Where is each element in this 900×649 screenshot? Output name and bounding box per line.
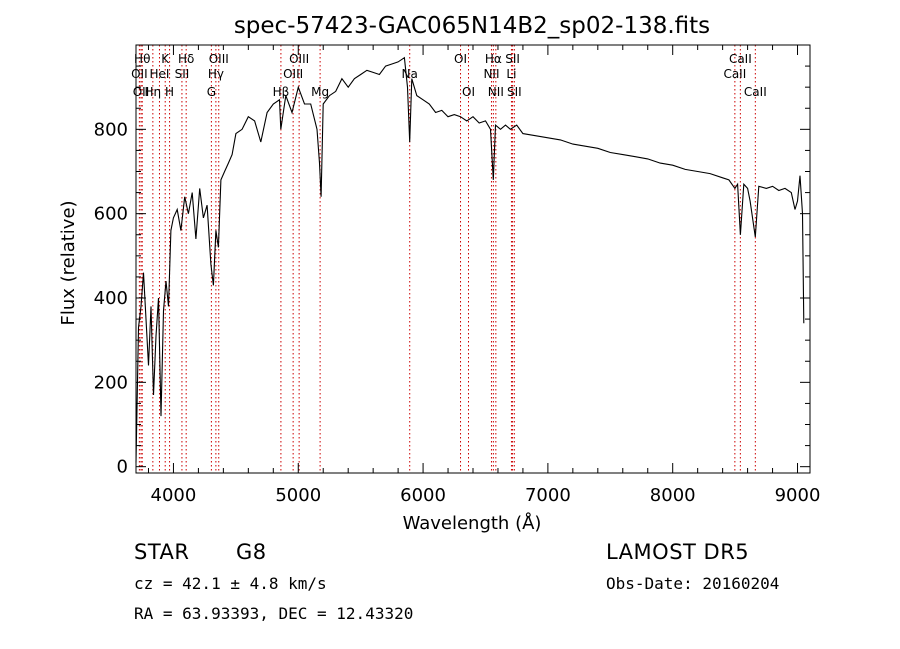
line-label: Hβ [273,85,290,99]
chart-title: spec-57423-GAC065N14B2_sp02-138.fits [234,13,710,39]
line-label: Hδ [178,52,194,66]
y-tick-label: 600 [94,204,128,225]
survey-name: LAMOST DR5 [606,540,750,564]
line-label: Mg [311,85,329,99]
line-label: OII [133,85,150,99]
line-label: CaII [744,85,767,99]
y-tick-label: 200 [94,372,128,393]
line-label: HeI [149,67,169,81]
x-tick-label: 9000 [775,485,821,506]
line-label: OIII [209,52,229,66]
x-axis-label: Wavelength (Å) [403,512,542,534]
line-label: SII [175,67,190,81]
observation-date: Obs-Date: 20160204 [606,574,780,593]
coordinates: RA = 63.93393, DEC = 12.43320 [134,604,414,623]
line-label: Li [506,67,516,81]
line-label: SII [505,52,520,66]
x-tick-label: 8000 [650,485,696,506]
x-tick-label: 4000 [151,485,197,506]
line-label: G [207,85,216,99]
line-label: Hθ [134,52,150,66]
line-label: NII [488,85,504,99]
plot-frame [135,44,811,474]
line-label: CaII [729,52,752,66]
redshift-velocity: cz = 42.1 ± 4.8 km/s [134,574,327,593]
line-label: OIII [283,67,303,81]
line-label: CaII [723,67,746,81]
spectral-line-markers [138,45,756,473]
line-label: H [165,85,174,99]
line-label: SII [507,85,522,99]
line-label: OII [131,67,148,81]
y-tick-label: 800 [94,119,128,140]
line-label: Hα [485,52,502,66]
y-axis-label: Flux (relative) [58,200,79,325]
axis-tick-labels: 4000 5000 6000 7000 8000 9000 0 200 400 600 800 [94,119,821,506]
x-tick-label: 5000 [275,485,321,506]
x-tick-label: 7000 [525,485,571,506]
line-label: OI [454,52,467,66]
x-tick-label: 6000 [400,485,446,506]
line-label: Hγ [208,67,224,81]
line-label: OI [462,85,475,99]
y-tick-label: 400 [94,288,128,309]
y-tick-label: 0 [117,457,128,478]
line-label: NII [483,67,499,81]
spectral-line-labels: HθOIIOIIHηHeIKHSIIHδGHγOIIIHβOIIIOIIIMgN… [131,52,767,99]
line-label: K [161,52,170,66]
line-label: Na [402,67,418,81]
line-label: OIII [289,52,309,66]
spectrum-line [135,56,805,463]
spectral-subclass: G8 [236,540,267,564]
axis-ticks [136,45,810,473]
line-label: Hη [145,85,162,99]
object-class: STAR [134,540,190,564]
